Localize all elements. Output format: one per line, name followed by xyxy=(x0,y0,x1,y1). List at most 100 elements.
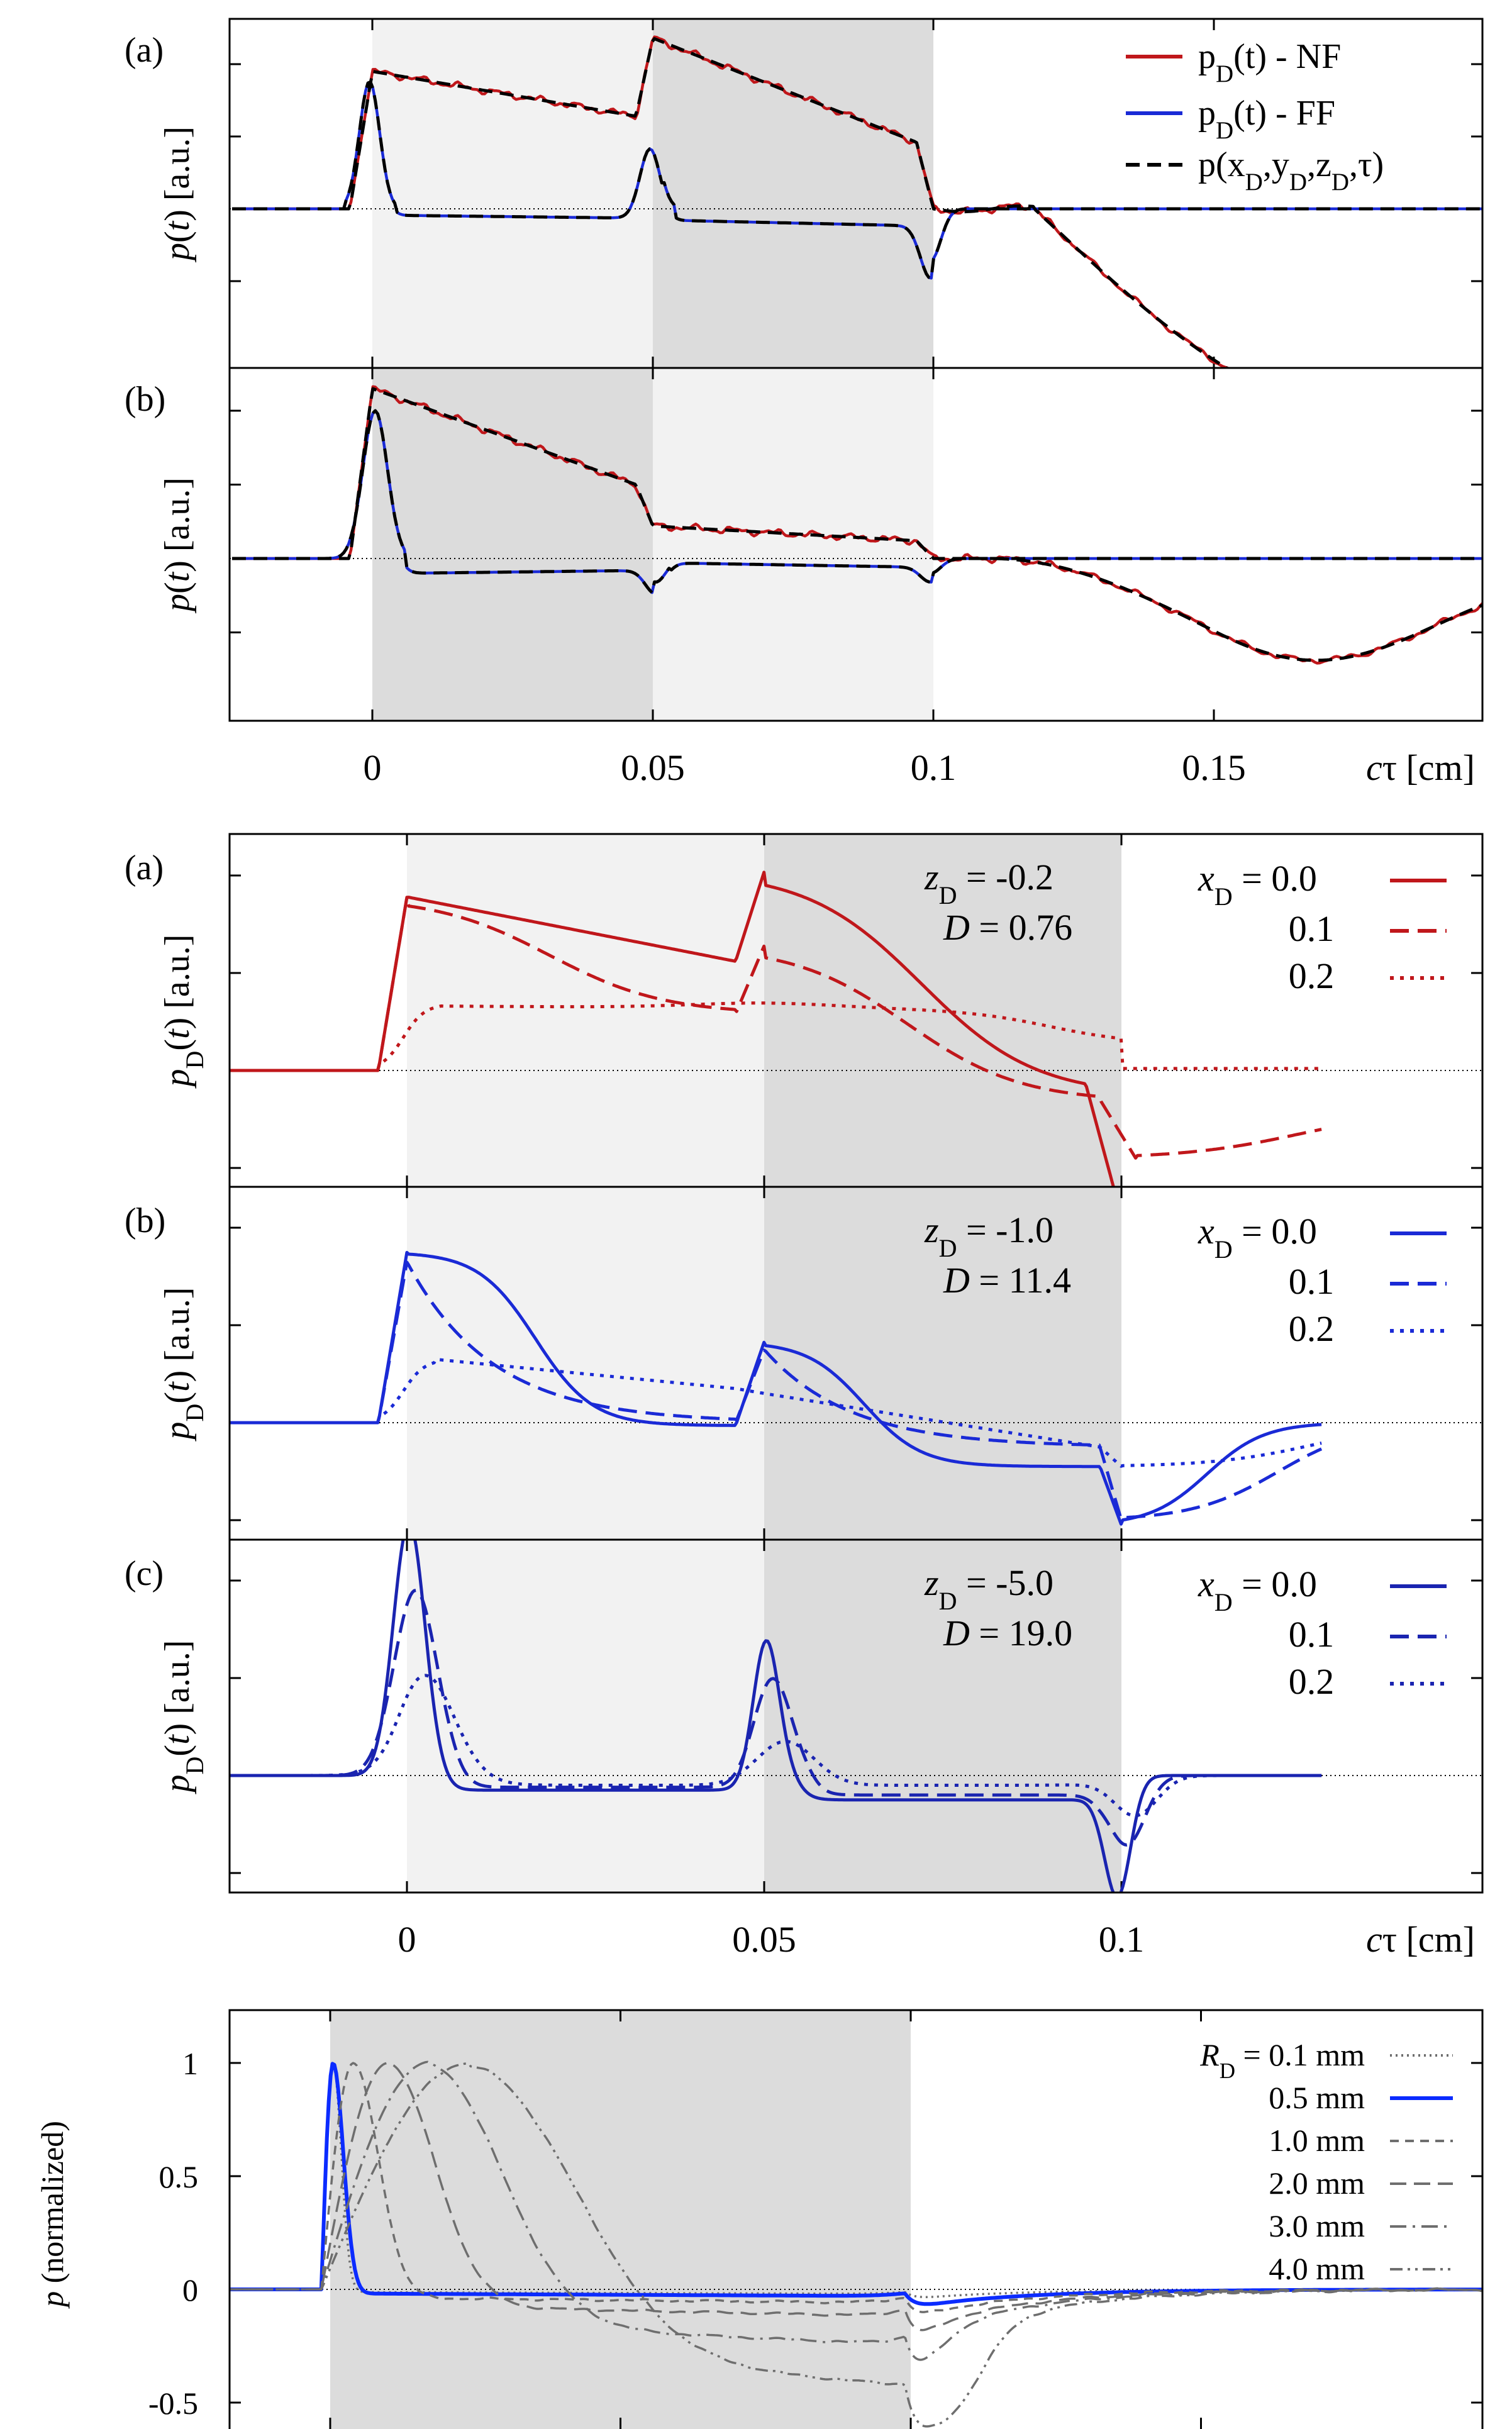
y-axis-label: p (normalized) xyxy=(35,2121,70,2309)
panel-label-b: (b) xyxy=(125,380,165,419)
panel-label-b: (b) xyxy=(125,1201,165,1240)
annotation-d: D = 19.0 xyxy=(943,1613,1072,1654)
shade-region-2 xyxy=(764,1540,1121,1893)
text-span: D xyxy=(1331,169,1349,196)
legend-label: 4.0 mm xyxy=(1269,2251,1365,2286)
panel-label-a: (a) xyxy=(125,848,164,887)
text-span: (t) - FF xyxy=(1233,94,1335,133)
axes-frame xyxy=(228,367,1484,722)
y-axis-label: p(t) [a.u.] xyxy=(158,126,197,263)
series-line-4 xyxy=(230,2060,1482,2361)
x-tick-label: 0.05 xyxy=(732,1919,796,1960)
series-line-2 xyxy=(230,1001,1322,1072)
legend-label: p(xD,yD,zD,τ) xyxy=(1198,145,1384,196)
legend-label: pD(t) - NF xyxy=(1198,37,1341,87)
series-analytic-ff-line xyxy=(232,409,1482,594)
series-analytic-line xyxy=(232,387,1482,662)
legend-label: 0.2 xyxy=(1289,1661,1335,1702)
panel-label-c: (c) xyxy=(125,1554,164,1593)
legend-label: 0.1 xyxy=(1289,1261,1335,1302)
series-line-0 xyxy=(230,870,1115,1187)
y-tick-label: 1 xyxy=(182,2046,198,2081)
legend-label: 0.5 mm xyxy=(1269,2080,1365,2115)
annotation-d: D = 11.4 xyxy=(943,1260,1071,1301)
text-span: (t) - NF xyxy=(1233,37,1341,76)
legend-label: 0.2 xyxy=(1289,1308,1335,1349)
legend: xD = 0.00.1 0.2 xyxy=(1198,858,1447,996)
series-line-2 xyxy=(230,1357,1322,1468)
top-panel-b: (b) p(t) [a.u.] xyxy=(125,367,1484,722)
y-tick-label: 0 xyxy=(182,2272,198,2308)
shade-region-1 xyxy=(372,19,653,368)
text-span: ,z xyxy=(1307,145,1331,184)
y-tick-label: 0.5 xyxy=(159,2159,199,2194)
shade-region-2 xyxy=(653,368,933,721)
shade-region-2 xyxy=(653,19,933,368)
text-span: D xyxy=(1216,117,1233,144)
top-panel-a: (a) p(t) [a.u.] xyxy=(125,18,1484,369)
series-line-0 xyxy=(230,1540,1322,1893)
x-tick-label: 0.15 xyxy=(1182,747,1246,788)
axes-frame xyxy=(228,2009,1484,2429)
series-analytic-ff-line xyxy=(232,80,1482,280)
series-line-1 xyxy=(230,1260,1323,1521)
series-line-2 xyxy=(230,1674,1322,1818)
text-span: D xyxy=(1216,60,1233,87)
middle-panel-c: (c)pD(t) [a.u.]zD = -5.0D = 19.0xD = 0.0… xyxy=(125,1538,1484,1894)
shade-region-1 xyxy=(407,1540,764,1893)
legend-label: pD(t) - FF xyxy=(1198,94,1335,144)
text-span: p xyxy=(1198,94,1216,133)
text-span: p(x xyxy=(1198,145,1245,184)
legend-label: 0.1 xyxy=(1289,1614,1335,1655)
legend-label: 3.0 mm xyxy=(1269,2208,1365,2243)
shade-region-1 xyxy=(407,834,764,1187)
annotation-d: D = 0.76 xyxy=(943,907,1072,948)
legend-label: 2.0 mm xyxy=(1269,2165,1365,2201)
axes-frame xyxy=(228,1538,1484,1894)
text-span: p xyxy=(1198,37,1216,76)
legend-label: 1.0 mm xyxy=(1269,2123,1365,2158)
x-axis-label: cτ [cm] xyxy=(1366,1919,1475,1960)
legend-label: xD = 0.0 xyxy=(1198,1564,1317,1616)
text-span: ,τ) xyxy=(1349,145,1384,184)
figure-bottom: 1 0.5 0 -0.5 p (normalized) RD = 0.1 mm0.5 mm… xyxy=(35,2009,1484,2429)
series-line-2 xyxy=(230,2062,1482,2313)
x-tick-label: 0 xyxy=(364,747,382,788)
y-axis-label: p(t) [a.u.] xyxy=(158,477,197,614)
text-span: D xyxy=(1245,169,1263,196)
legend-label: 0.2 xyxy=(1289,955,1335,996)
legend-label: 0.1 xyxy=(1289,908,1335,949)
shade-region-1 xyxy=(372,368,653,721)
x-tick-label: 0 xyxy=(398,1919,416,1960)
series-line-5 xyxy=(230,2062,1482,2428)
series-analytic-line xyxy=(232,37,1230,368)
y-tick-label: -0.5 xyxy=(148,2386,198,2421)
series-line-1 xyxy=(230,1589,1322,1847)
legend: xD = 0.00.1 0.2 xyxy=(1198,1211,1447,1349)
shade-region xyxy=(330,2010,911,2429)
legend: RD = 0.1 mm0.5 mm 1.0 mm 2.0 mm 3.0 mm 4.0 m… xyxy=(1199,2037,1453,2286)
x-tick-label: 0.05 xyxy=(621,747,685,788)
panel-label-a: (a) xyxy=(125,31,164,70)
series-line-1 xyxy=(230,2062,1482,2306)
x-tick-label: 0.1 xyxy=(1099,1919,1145,1960)
legend-label: xD = 0.0 xyxy=(1198,858,1317,911)
text-span: ,y xyxy=(1263,145,1289,184)
legend-label: RD = 0.1 mm xyxy=(1199,2037,1365,2083)
shade-region-2 xyxy=(764,1187,1121,1540)
y-axis-label: pD(t) [a.u.] xyxy=(158,935,209,1089)
y-axis-label: pD(t) [a.u.] xyxy=(158,1287,209,1442)
y-axis-label: pD(t) [a.u.] xyxy=(158,1640,209,1795)
text-span: D xyxy=(1289,169,1307,196)
figure-top: (a) p(t) [a.u.] (b) p(t) [a.u.] 0 0.05 0.1 0.15… xyxy=(125,18,1484,788)
series-line-1 xyxy=(230,896,1322,1160)
middle-panel-b: (b)pD(t) [a.u.]zD = -1.0D = 11.4xD = 0.0… xyxy=(125,1186,1484,1541)
x-axis-label: cτ [cm] xyxy=(1366,747,1475,788)
x-tick-label: 0.1 xyxy=(911,747,957,788)
legend: xD = 0.00.1 0.2 xyxy=(1198,1564,1447,1702)
shade-region-1 xyxy=(407,1187,764,1540)
